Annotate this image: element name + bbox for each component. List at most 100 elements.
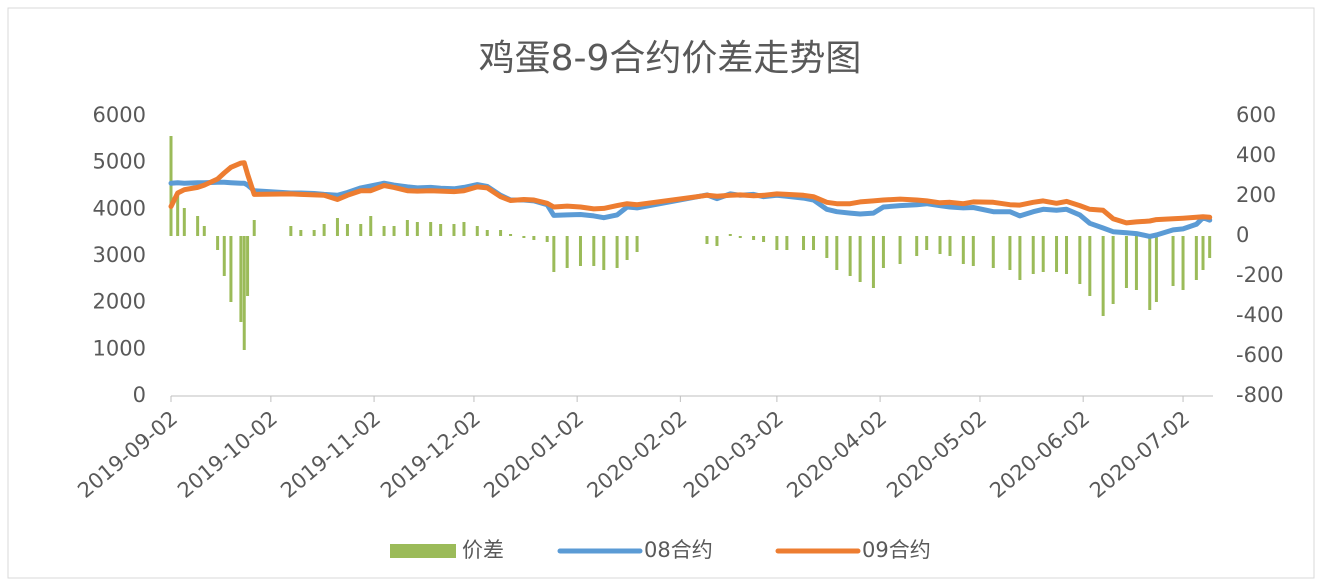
bar — [592, 236, 596, 266]
bar — [762, 236, 766, 242]
bar — [429, 222, 433, 236]
y2-tick-label: 400 — [1236, 143, 1276, 167]
y2-tick-label: -800 — [1236, 383, 1284, 407]
bar — [802, 236, 806, 250]
bar — [359, 224, 363, 236]
bar — [871, 236, 875, 288]
bar — [915, 236, 919, 256]
bar — [345, 224, 349, 236]
bar — [578, 236, 582, 266]
bar — [1111, 236, 1115, 304]
bar — [176, 192, 180, 236]
legend-label: 价差 — [462, 538, 504, 562]
legend-label: 08合约 — [644, 538, 713, 562]
bar — [898, 236, 902, 264]
bar — [509, 234, 513, 236]
bar — [532, 236, 536, 240]
bar — [1124, 236, 1128, 288]
bar — [242, 236, 246, 350]
bar — [1201, 236, 1205, 270]
bar — [738, 236, 742, 238]
bar — [312, 230, 316, 236]
bar — [196, 216, 200, 236]
bar — [239, 236, 243, 322]
bar — [335, 218, 339, 236]
bar — [785, 236, 789, 250]
bar — [835, 236, 839, 270]
bar — [1008, 236, 1012, 270]
bar — [1065, 236, 1069, 274]
bar — [825, 236, 829, 258]
bar — [229, 236, 233, 302]
y2-tick-label: 200 — [1236, 183, 1276, 207]
bar — [216, 236, 220, 250]
bar — [405, 220, 409, 236]
bar — [812, 236, 816, 250]
bar — [948, 236, 952, 256]
bar — [369, 216, 373, 236]
chart-frame — [7, 7, 1315, 579]
bar — [475, 226, 479, 236]
bar — [615, 236, 619, 268]
legend-label: 09合约 — [862, 538, 931, 562]
bar — [1018, 236, 1022, 280]
bar — [848, 236, 852, 276]
bar — [858, 236, 862, 282]
bar — [252, 220, 256, 236]
bar — [1101, 236, 1105, 316]
y2-tick-label: -400 — [1236, 303, 1284, 327]
bar — [452, 224, 456, 236]
bar — [462, 222, 466, 236]
bar — [545, 236, 549, 242]
legend-swatch — [390, 544, 456, 558]
y2-tick-label: -200 — [1236, 263, 1284, 287]
bar — [1031, 236, 1035, 274]
bar — [382, 226, 386, 236]
bar — [169, 136, 173, 236]
y2-tick-label: 600 — [1236, 103, 1276, 127]
chart-title: 鸡蛋8-9合约价差走势图 — [479, 38, 862, 79]
bar — [289, 226, 293, 236]
bar — [485, 230, 489, 236]
bar — [961, 236, 965, 264]
bar — [1154, 236, 1158, 302]
bar — [1041, 236, 1045, 272]
bar — [715, 236, 719, 246]
bar — [565, 236, 569, 268]
bar — [1194, 236, 1198, 280]
bar — [222, 236, 226, 276]
y-tick-label: 2000 — [93, 290, 146, 314]
bar — [635, 236, 639, 252]
bar — [439, 224, 443, 236]
bar — [415, 222, 419, 236]
y-tick-label: 6000 — [93, 103, 146, 127]
bar — [752, 236, 756, 240]
bar — [392, 226, 396, 236]
bar — [499, 230, 503, 236]
y-tick-label: 3000 — [93, 243, 146, 267]
bar — [1171, 236, 1175, 286]
bar — [971, 236, 975, 266]
bar — [1078, 236, 1082, 284]
y-tick-label: 5000 — [93, 150, 146, 174]
bar — [1208, 236, 1212, 258]
bar — [1148, 236, 1152, 310]
bar — [182, 208, 186, 236]
y-tick-label: 4000 — [93, 196, 146, 220]
bar — [925, 236, 929, 250]
line — [168, 160, 1213, 226]
y-tick-label: 1000 — [93, 336, 146, 360]
y2-tick-label: 0 — [1236, 223, 1249, 247]
bar — [705, 236, 709, 244]
bar — [1134, 236, 1138, 290]
bar — [728, 234, 732, 236]
bar — [202, 226, 206, 236]
bar — [938, 236, 942, 254]
bar — [322, 224, 326, 236]
bar — [552, 236, 556, 272]
bar — [775, 236, 779, 250]
bar — [1181, 236, 1185, 290]
bar — [602, 236, 606, 270]
bar — [881, 236, 885, 268]
